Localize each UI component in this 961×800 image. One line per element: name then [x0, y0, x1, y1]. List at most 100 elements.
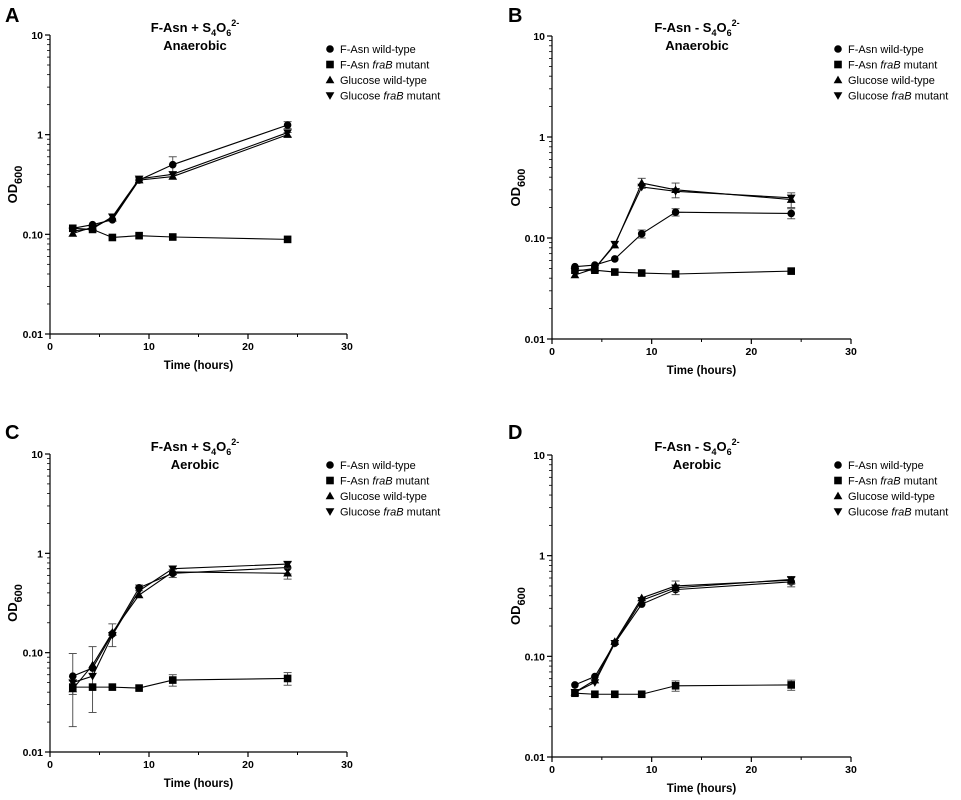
series-square [68, 224, 292, 244]
title-subscript: 4 [711, 28, 716, 38]
series-line [72, 124, 288, 229]
legend-label: Glucose wild-type [340, 491, 427, 503]
y-tick-label: 0.01 [23, 329, 44, 341]
legend-text-italic: fraB [891, 91, 911, 103]
title-subscript: 6 [727, 447, 732, 457]
series-line [574, 269, 792, 275]
x-tick-label: 20 [745, 764, 757, 776]
x-tick-label: 20 [745, 346, 757, 358]
series-line [574, 578, 792, 693]
series-line [72, 227, 288, 240]
data-point-square [135, 231, 143, 240]
y-label-main: OD [508, 187, 523, 207]
legend-label: Glucose wild-type [340, 75, 427, 87]
data-point-square [671, 270, 680, 278]
y-axis-label: OD600 [508, 587, 528, 625]
data-point-square [591, 690, 599, 699]
title-subscript: 6 [226, 28, 231, 38]
data-point-square [671, 681, 680, 690]
legend-marker-triangle-up [833, 75, 843, 84]
legend-label: F-Asn wild-type [340, 44, 416, 56]
legend-text-italic: fraB [383, 507, 403, 519]
series-triangle-down [68, 129, 292, 236]
data-point-circle [610, 255, 619, 263]
data-point-triangle-down [134, 175, 144, 184]
series-circle [571, 576, 796, 689]
legend-text-italic: fraB [891, 507, 911, 519]
series-line [72, 566, 288, 677]
y-label-subscript: 600 [516, 587, 528, 605]
legend-text: mutant [393, 476, 430, 488]
data-point-triangle-down [108, 631, 117, 640]
legend-marker-circle [834, 45, 842, 53]
data-point-triangle-down [637, 597, 647, 605]
y-axis-label: OD600 [508, 169, 528, 207]
legend-text: mutant [912, 91, 949, 103]
x-tick-label: 10 [646, 764, 658, 776]
title-main: F-Asn + S [151, 20, 212, 35]
data-point-triangle-down [590, 679, 600, 687]
series-line [574, 211, 792, 268]
series-triangle-up [68, 130, 292, 237]
legend-text: F-Asn [848, 60, 880, 72]
chart-subtitle: Anaerobic [665, 38, 729, 53]
series-line [72, 132, 288, 232]
data-point-circle [283, 121, 292, 129]
chart-title: F-Asn - S4O62- [654, 437, 739, 457]
series-triangle-down [68, 560, 292, 687]
legend-text-italic: fraB [880, 60, 900, 72]
legend-label: Glucose fraB mutant [848, 507, 948, 519]
legend-label: F-Asn fraB mutant [340, 60, 429, 72]
series-line [574, 684, 792, 695]
y-label-main: OD [5, 602, 20, 622]
data-point-square [283, 235, 292, 244]
y-tick-label: 1 [539, 551, 545, 563]
legend-label: F-Asn fraB mutant [848, 476, 937, 488]
x-tick-label: 30 [845, 346, 857, 358]
data-point-triangle-down [68, 679, 78, 687]
x-tick-label: 0 [549, 346, 555, 358]
data-point-square [168, 676, 177, 684]
legend-marker-triangle-up [325, 75, 335, 84]
y-label-main: OD [508, 605, 523, 625]
data-point-triangle-down [283, 560, 292, 569]
legend-text: Glucose [848, 91, 891, 103]
data-point-triangle-down [570, 267, 580, 276]
legend-text-italic: fraB [880, 476, 900, 488]
legend-marker-square [834, 60, 842, 69]
data-point-triangle-down [134, 587, 144, 596]
series-line [574, 579, 792, 693]
data-point-circle [671, 208, 680, 217]
series-line [574, 182, 792, 276]
series-square [571, 679, 796, 699]
chart-subtitle: Anaerobic [163, 38, 227, 53]
legend-label: Glucose wild-type [848, 75, 935, 87]
data-point-circle [787, 209, 795, 218]
data-point-triangle-down [786, 576, 796, 584]
x-tick-label: 0 [47, 341, 53, 353]
data-point-square [787, 681, 795, 689]
legend-label: Glucose wild-type [848, 491, 935, 503]
legend-text: F-Asn [340, 476, 372, 488]
data-point-triangle-up [88, 660, 97, 669]
series-line [72, 677, 288, 689]
y-tick-label: 0.10 [23, 229, 44, 241]
legend-label: F-Asn fraB mutant [340, 476, 429, 488]
data-point-triangle-down [671, 188, 680, 196]
legend-marker-triangle-down [325, 508, 335, 516]
x-tick-label: 10 [143, 341, 155, 353]
legend: F-Asn wild-type F-Asn fraB mutant Glucose … [325, 44, 440, 103]
legend-marker-square [834, 476, 842, 485]
series-triangle-up [570, 575, 796, 696]
legend-label: Glucose fraB mutant [340, 91, 440, 103]
title-subscript: 4 [211, 447, 216, 457]
data-point-triangle-down [168, 171, 178, 179]
panel-label: D [508, 422, 522, 444]
x-axis-label: Time (hours) [667, 783, 737, 795]
legend-text: mutant [393, 60, 430, 72]
